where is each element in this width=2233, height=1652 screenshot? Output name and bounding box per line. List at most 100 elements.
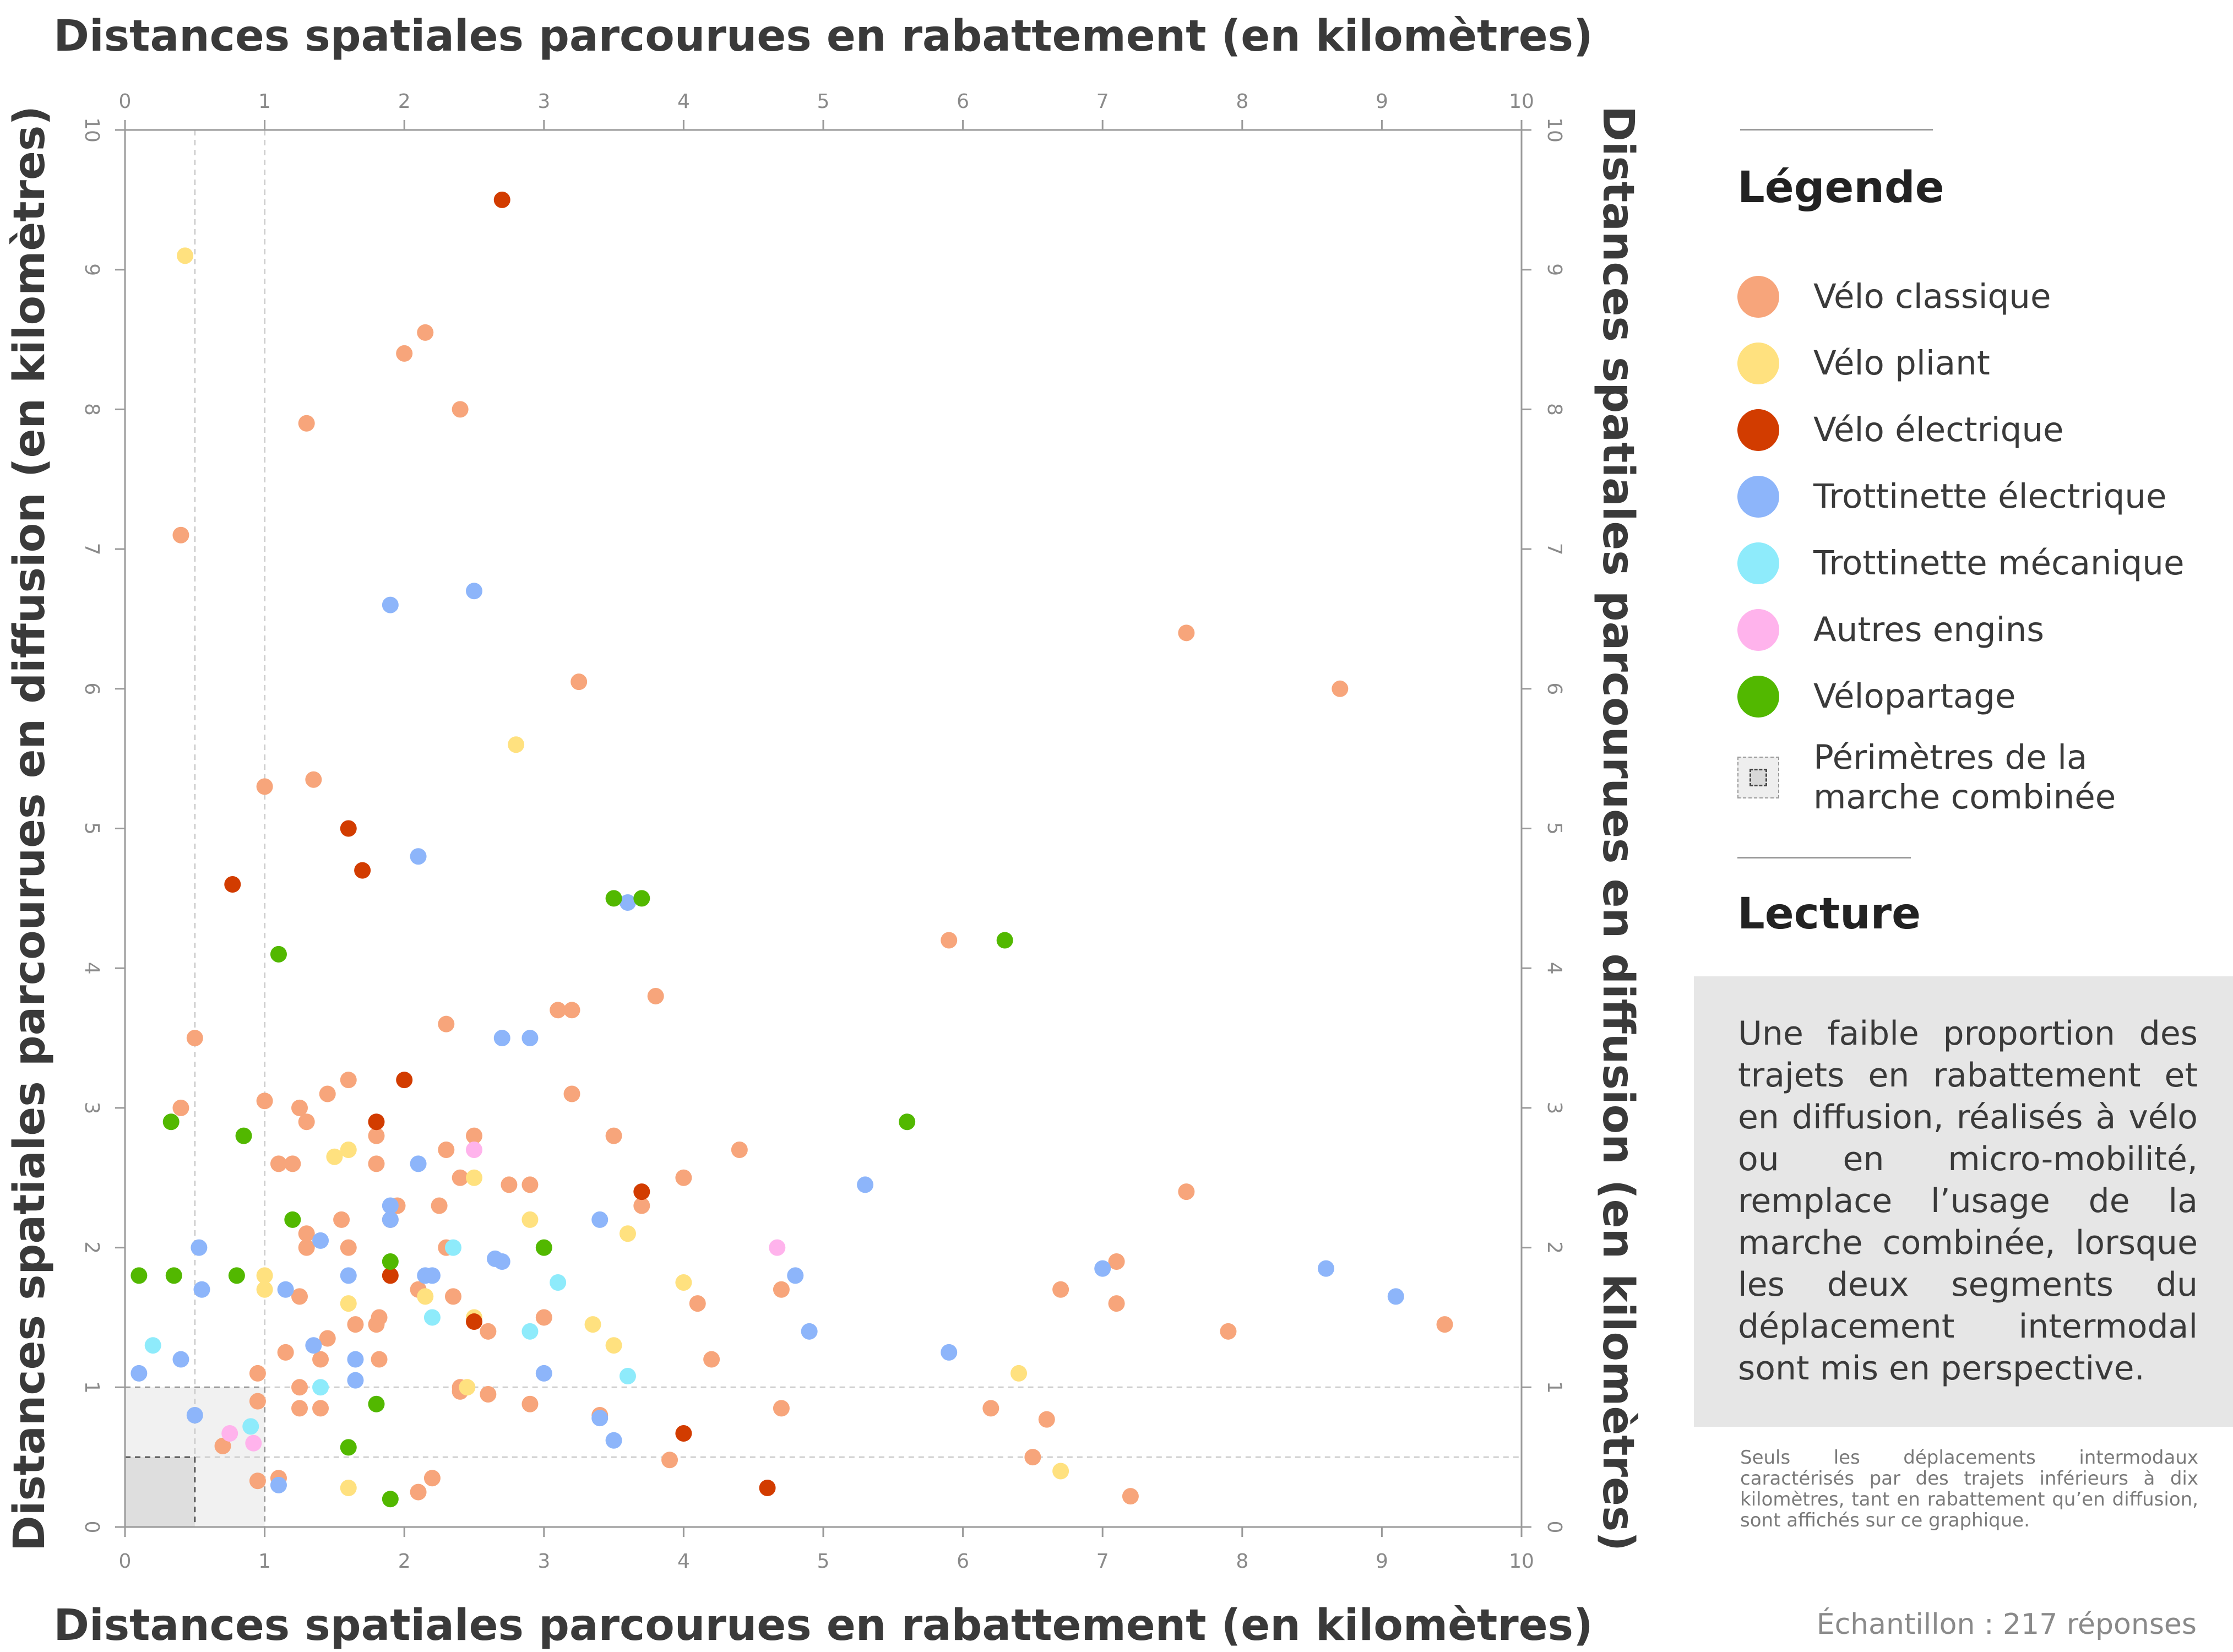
y-tick-label-left: 3 bbox=[80, 1101, 103, 1114]
data-point-series-0 bbox=[675, 1169, 692, 1186]
data-point-series-0 bbox=[521, 1395, 539, 1412]
data-point-series-0 bbox=[480, 1323, 497, 1340]
data-point-series-6 bbox=[228, 1267, 245, 1284]
data-point-series-6 bbox=[162, 1113, 180, 1131]
data-point-series-1 bbox=[417, 1288, 434, 1305]
legend-title: Légende bbox=[1737, 163, 1944, 213]
data-point-series-0 bbox=[256, 1093, 273, 1110]
y-tick-label-right: 0 bbox=[1543, 1521, 1566, 1534]
data-point-series-0 bbox=[214, 1437, 231, 1454]
data-point-series-0 bbox=[1108, 1253, 1125, 1270]
y-tick-label-right: 8 bbox=[1543, 403, 1566, 416]
data-point-series-1 bbox=[340, 1142, 357, 1159]
y-tick-label-right: 1 bbox=[1543, 1381, 1566, 1394]
data-point-series-0 bbox=[480, 1385, 497, 1403]
data-point-series-0 bbox=[431, 1197, 448, 1214]
data-point-series-0 bbox=[249, 1472, 266, 1490]
data-point-series-4 bbox=[242, 1418, 259, 1435]
data-point-series-0 bbox=[661, 1452, 678, 1469]
data-point-series-3 bbox=[801, 1323, 818, 1340]
data-point-series-1 bbox=[1010, 1365, 1028, 1382]
legend-item: Trottinette électrique bbox=[1737, 463, 2184, 530]
x-tick-label-top: 0 bbox=[119, 90, 132, 113]
data-point-series-0 bbox=[347, 1316, 364, 1333]
data-point-series-0 bbox=[319, 1085, 336, 1102]
sample-size: Échantillon : 217 réponses bbox=[1816, 1608, 2197, 1641]
data-point-series-6 bbox=[535, 1239, 552, 1256]
data-point-series-0 bbox=[291, 1288, 308, 1305]
y-tick-label-left: 1 bbox=[80, 1381, 103, 1394]
x-tick-label-bottom: 1 bbox=[258, 1550, 271, 1573]
data-point-series-0 bbox=[773, 1400, 790, 1417]
data-point-series-4 bbox=[521, 1323, 539, 1340]
data-point-series-2 bbox=[675, 1425, 692, 1442]
data-point-series-4 bbox=[550, 1274, 567, 1291]
legend-swatch bbox=[1737, 409, 1779, 451]
data-point-series-0 bbox=[1122, 1488, 1139, 1505]
y-tick-label-left: 5 bbox=[80, 822, 103, 835]
legend-item: Vélo pliant bbox=[1737, 330, 2184, 396]
data-point-series-0 bbox=[396, 345, 413, 362]
y-tick-label-left: 8 bbox=[80, 403, 103, 416]
legend-swatch bbox=[1737, 675, 1779, 718]
data-point-series-0 bbox=[521, 1176, 539, 1193]
x-tick-label-bottom: 9 bbox=[1376, 1550, 1388, 1573]
x-tick-label-top: 5 bbox=[817, 90, 830, 113]
legend-label: Autres engins bbox=[1813, 610, 2045, 649]
data-point-series-5 bbox=[245, 1434, 262, 1452]
data-point-series-6 bbox=[131, 1267, 148, 1284]
data-point-series-3 bbox=[619, 894, 636, 911]
legend-label: Vélo classique bbox=[1813, 277, 2051, 316]
data-point-series-3 bbox=[857, 1176, 874, 1193]
data-point-series-3 bbox=[193, 1281, 210, 1298]
data-point-series-1 bbox=[340, 1295, 357, 1312]
data-point-series-3 bbox=[347, 1351, 364, 1368]
x-tick-label-top: 7 bbox=[1096, 90, 1109, 113]
data-point-series-2 bbox=[633, 1183, 650, 1200]
data-point-series-0 bbox=[368, 1155, 385, 1172]
data-point-series-0 bbox=[298, 1225, 315, 1242]
data-point-series-4 bbox=[312, 1379, 329, 1396]
data-point-series-0 bbox=[452, 1169, 469, 1186]
y-axis-title-right: Distances spatiales parcourues en diffus… bbox=[1593, 106, 1643, 1551]
data-point-series-3 bbox=[1317, 1260, 1334, 1277]
data-point-series-6 bbox=[235, 1127, 252, 1144]
legend-item: Autres engins bbox=[1737, 596, 2184, 663]
data-point-series-3 bbox=[340, 1267, 357, 1284]
data-point-series-0 bbox=[186, 1030, 203, 1047]
perimeter-area bbox=[125, 1457, 195, 1527]
data-point-series-1 bbox=[1052, 1463, 1069, 1480]
data-point-series-2 bbox=[224, 876, 241, 893]
data-point-series-6 bbox=[382, 1491, 399, 1508]
data-point-series-2 bbox=[368, 1113, 385, 1131]
legend-item: Vélo classique bbox=[1737, 263, 2184, 330]
data-point-series-2 bbox=[493, 191, 510, 208]
data-point-series-6 bbox=[605, 890, 622, 907]
legend-label: Vélo pliant bbox=[1813, 344, 1990, 383]
data-point-series-3 bbox=[787, 1267, 804, 1284]
x-tick-label-bottom: 6 bbox=[957, 1550, 969, 1573]
y-tick-label-right: 5 bbox=[1543, 822, 1566, 835]
data-point-series-0 bbox=[1178, 624, 1195, 642]
axis-ticks: 0 0 1 1 2 2 3 3 4 4 5 5 6 6 7 7 8 8 9 9 10 10 0 0 1 1 2 2 3 3 4 4 5 5 6 6 7 7… bbox=[80, 90, 1566, 1573]
legend-label: Vélo électrique bbox=[1813, 410, 2064, 449]
data-point-series-0 bbox=[277, 1344, 294, 1361]
data-point-series-3 bbox=[312, 1232, 329, 1249]
data-point-series-2 bbox=[340, 820, 357, 837]
data-point-series-1 bbox=[508, 736, 525, 753]
data-point-series-0 bbox=[319, 1330, 336, 1347]
data-point-series-0 bbox=[452, 401, 469, 418]
y-tick-label-right: 10 bbox=[1543, 117, 1566, 143]
x-tick-label-top: 6 bbox=[957, 90, 969, 113]
legend-item: Vélopartage bbox=[1737, 663, 2184, 730]
data-point-series-3 bbox=[186, 1407, 203, 1424]
data-point-series-0 bbox=[1178, 1183, 1195, 1200]
data-point-series-0 bbox=[298, 1239, 315, 1256]
data-point-series-0 bbox=[550, 1002, 567, 1019]
data-point-series-0 bbox=[571, 673, 588, 691]
data-point-series-0 bbox=[340, 1239, 357, 1256]
x-axis-title-top: Distances spatiales parcourues en rabatt… bbox=[53, 12, 1593, 61]
y-tick-label-right: 2 bbox=[1543, 1241, 1566, 1254]
x-tick-label-top: 2 bbox=[398, 90, 411, 113]
x-tick-label-top: 9 bbox=[1376, 90, 1388, 113]
